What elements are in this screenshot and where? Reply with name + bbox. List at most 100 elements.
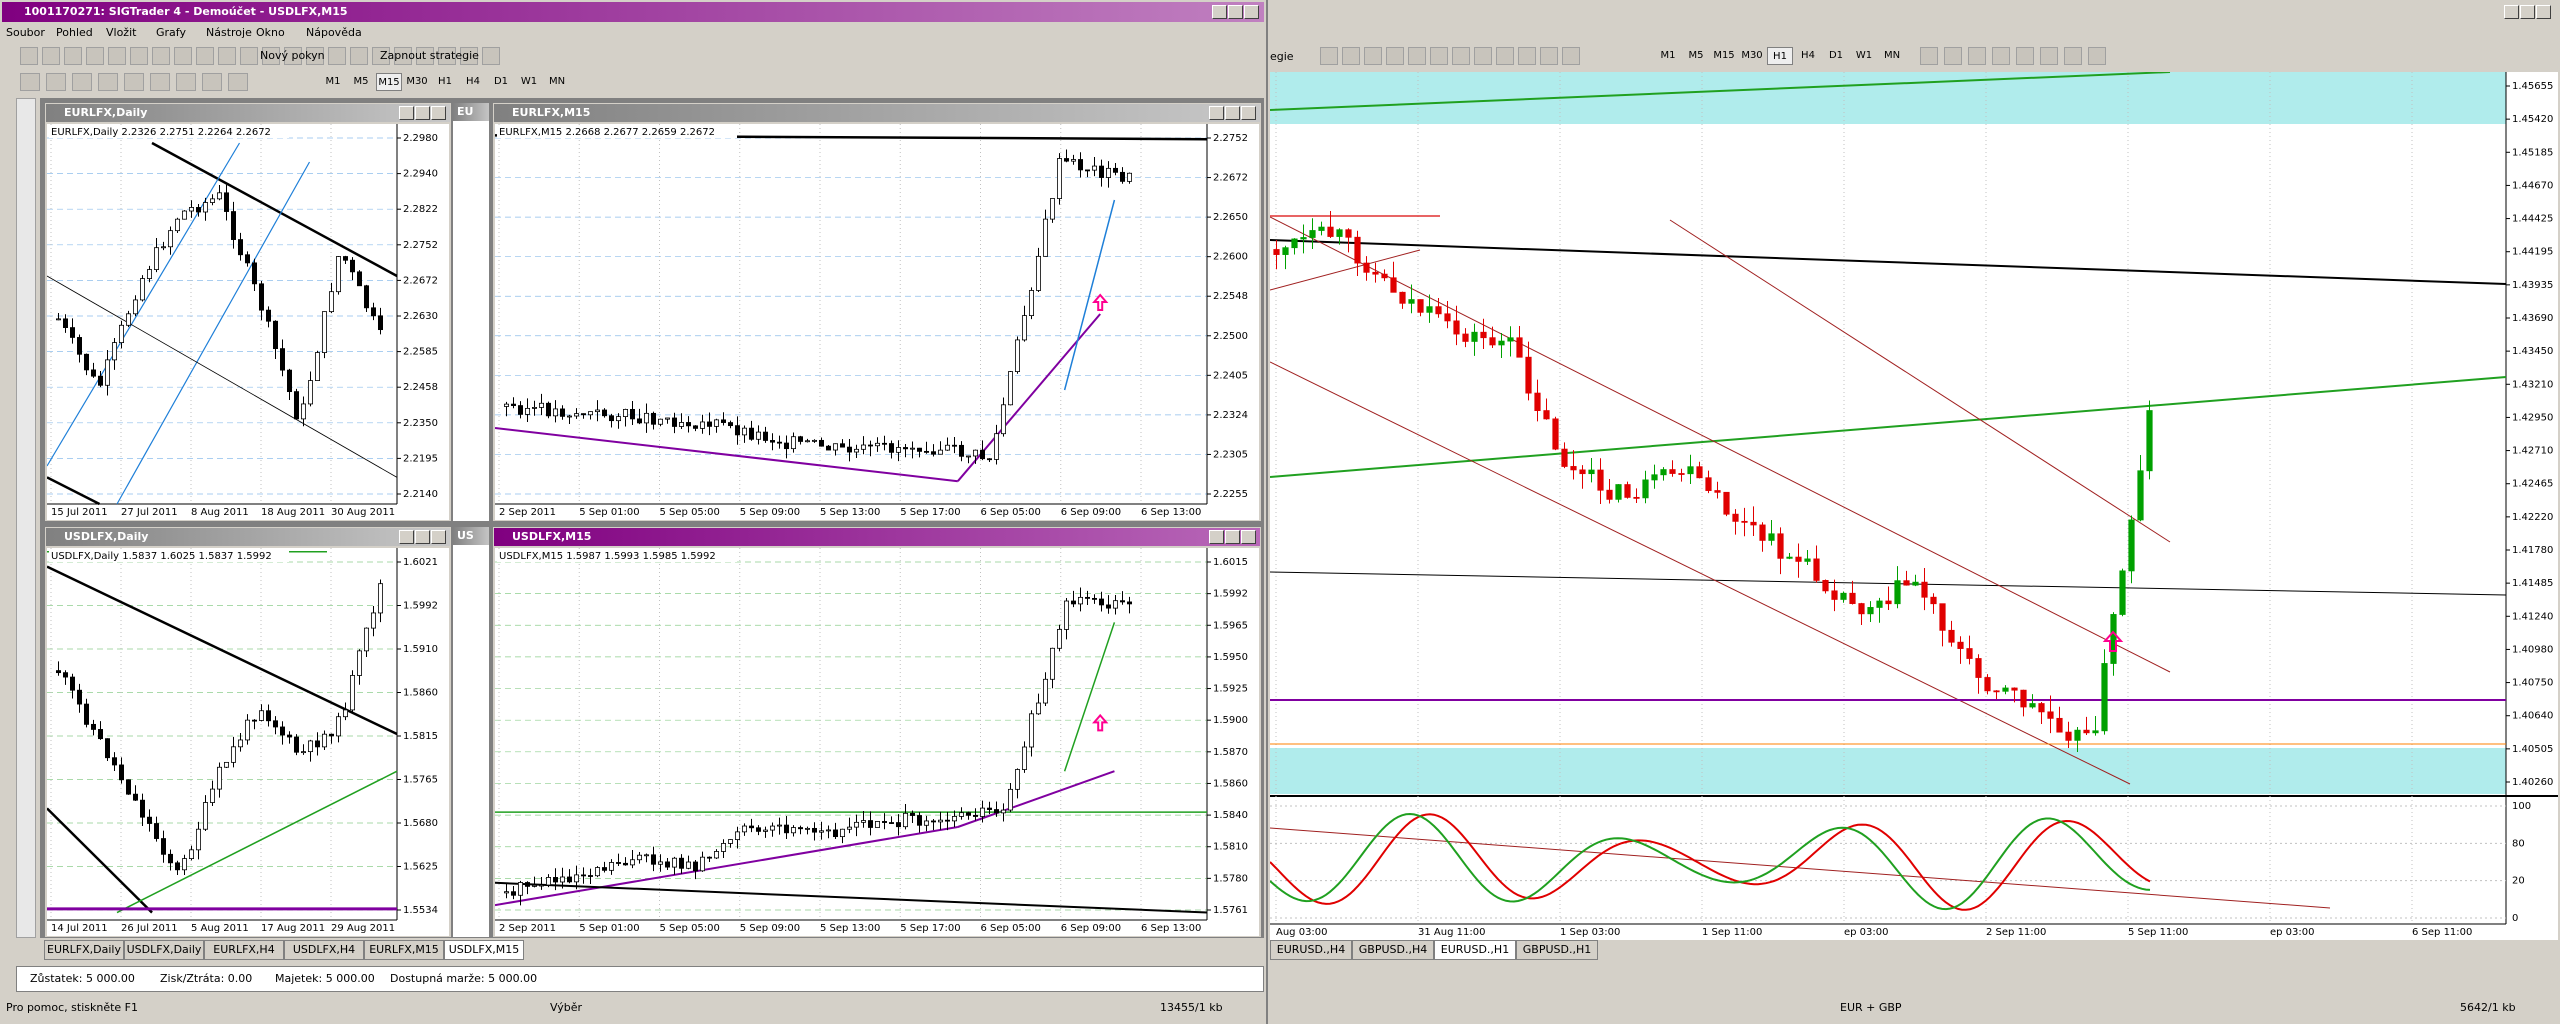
toolbar-icon[interactable] <box>2088 47 2106 65</box>
toolbar-icon[interactable] <box>1920 47 1938 65</box>
minimize-button[interactable] <box>1209 106 1224 120</box>
chart-tab[interactable]: GBPUSD.,H1 <box>1516 940 1598 960</box>
toolbar-icon[interactable] <box>1944 47 1962 65</box>
toolbar-icon[interactable] <box>1562 47 1580 65</box>
toolbar-icon[interactable] <box>1430 47 1448 65</box>
toolbar-icon[interactable] <box>152 47 170 65</box>
toolbar-icon[interactable] <box>228 73 248 91</box>
toolbar-icon[interactable] <box>1992 47 2010 65</box>
close-button[interactable] <box>431 106 446 120</box>
menu-item[interactable]: Okno <box>256 26 285 39</box>
chart-tab[interactable]: EURUSD.,H1 <box>1434 940 1516 960</box>
timeframe-button[interactable]: M5 <box>353 76 369 87</box>
chart-tab[interactable]: GBPUSD.,H4 <box>1352 940 1434 960</box>
menu-item[interactable]: Soubor <box>6 26 45 39</box>
timeframe-button[interactable]: M1 <box>325 76 341 87</box>
toolbar-icon[interactable] <box>196 47 214 65</box>
timeframe-button[interactable]: D1 <box>493 76 509 87</box>
toolbar-icon[interactable] <box>416 47 434 65</box>
minimize-button[interactable] <box>1212 5 1227 19</box>
menu-item[interactable]: Nástroje <box>206 26 252 39</box>
maximize-button[interactable] <box>1225 530 1240 544</box>
toolbar-icon[interactable] <box>124 73 144 91</box>
toolbar-icon[interactable] <box>108 47 126 65</box>
timeframe-button[interactable]: M15 <box>376 73 402 91</box>
toolbar-icon[interactable] <box>328 47 346 65</box>
timeframe-button[interactable]: H4 <box>1801 50 1815 61</box>
close-button[interactable] <box>1241 106 1256 120</box>
toolbar-icon[interactable] <box>1408 47 1426 65</box>
timeframe-button[interactable]: MN <box>548 76 566 87</box>
maximize-button[interactable] <box>2520 5 2535 19</box>
toolbar-icon[interactable] <box>460 47 478 65</box>
toolbar-icon[interactable] <box>262 47 280 65</box>
chart-tab[interactable]: USDLFX,Daily <box>124 940 204 960</box>
toolbar-icon[interactable] <box>372 47 390 65</box>
strategies-button[interactable]: Zapnout strategie <box>380 49 479 62</box>
maximize-button[interactable] <box>415 530 430 544</box>
toolbar-icon[interactable] <box>350 47 368 65</box>
toolbar-icon[interactable] <box>394 47 412 65</box>
minimize-button[interactable] <box>2504 5 2519 19</box>
toolbar-icon[interactable] <box>1386 47 1404 65</box>
toolbar-icon[interactable] <box>2016 47 2034 65</box>
toolbar-icon[interactable] <box>176 73 196 91</box>
timeframe-button[interactable]: M5 <box>1688 50 1704 61</box>
close-button[interactable] <box>431 530 446 544</box>
toolbar-icon[interactable] <box>1342 47 1360 65</box>
menu-item[interactable]: Grafy <box>156 26 186 39</box>
menu-item[interactable]: Nápověda <box>306 26 362 39</box>
close-button[interactable] <box>1241 530 1256 544</box>
timeframe-button[interactable]: W1 <box>1855 50 1873 61</box>
minimize-button[interactable] <box>1209 530 1224 544</box>
toolbar-icon[interactable] <box>202 73 222 91</box>
toolbar-icon[interactable] <box>306 47 324 65</box>
toolbar-icon[interactable] <box>42 47 60 65</box>
toolbar-icon[interactable] <box>482 47 500 65</box>
toolbar-icon[interactable] <box>284 47 302 65</box>
close-button[interactable] <box>1244 5 1259 19</box>
close-button[interactable] <box>2536 5 2551 19</box>
timeframe-button[interactable]: W1 <box>520 76 538 87</box>
toolbar-icon[interactable] <box>86 47 104 65</box>
toolbar-icon[interactable] <box>1968 47 1986 65</box>
timeframe-button[interactable]: M30 <box>1741 50 1763 61</box>
timeframe-button[interactable]: H4 <box>466 76 480 87</box>
maximize-button[interactable] <box>1228 5 1243 19</box>
timeframe-button[interactable]: MN <box>1883 50 1901 61</box>
chart-tab[interactable]: EURLFX,H4 <box>204 940 284 960</box>
chart-tab[interactable]: EURLFX,Daily <box>44 940 124 960</box>
minimize-button[interactable] <box>399 530 414 544</box>
toolbar-icon[interactable] <box>218 47 236 65</box>
toolbar-icon[interactable] <box>130 47 148 65</box>
toolbar-icon[interactable] <box>1496 47 1514 65</box>
chart-tab[interactable]: USDLFX,M15 <box>444 940 524 960</box>
toolbar-icon[interactable] <box>150 73 170 91</box>
toolbar-icon[interactable] <box>174 47 192 65</box>
toolbar-icon[interactable] <box>46 73 66 91</box>
timeframe-button[interactable]: M30 <box>406 76 428 87</box>
timeframe-button[interactable]: H1 <box>438 76 452 87</box>
menu-item[interactable]: Vložit <box>106 26 137 39</box>
timeframe-button[interactable]: M15 <box>1713 50 1735 61</box>
chart-tab[interactable]: USDLFX,H4 <box>284 940 364 960</box>
toolbar-icon[interactable] <box>1474 47 1492 65</box>
toolbar-icon[interactable] <box>2064 47 2082 65</box>
toolbar-icon[interactable] <box>1320 47 1338 65</box>
maximize-button[interactable] <box>1225 106 1240 120</box>
chart-tab[interactable]: EURUSD.,H4 <box>1270 940 1352 960</box>
toolbar-icon[interactable] <box>1518 47 1536 65</box>
toolbar-icon[interactable] <box>20 47 38 65</box>
toolbar-icon[interactable] <box>64 47 82 65</box>
maximize-button[interactable] <box>415 106 430 120</box>
timeframe-button[interactable]: M1 <box>1660 50 1676 61</box>
menu-item[interactable]: Pohled <box>56 26 93 39</box>
toolbar-icon[interactable] <box>72 73 92 91</box>
timeframe-button[interactable]: D1 <box>1828 50 1844 61</box>
toolbar-icon[interactable] <box>1540 47 1558 65</box>
new-order-button[interactable]: Nový pokyn <box>260 49 325 62</box>
toolbar-icon[interactable] <box>438 47 456 65</box>
toolbar-icon[interactable] <box>1364 47 1382 65</box>
minimize-button[interactable] <box>399 106 414 120</box>
toolbar-icon[interactable] <box>20 73 40 91</box>
